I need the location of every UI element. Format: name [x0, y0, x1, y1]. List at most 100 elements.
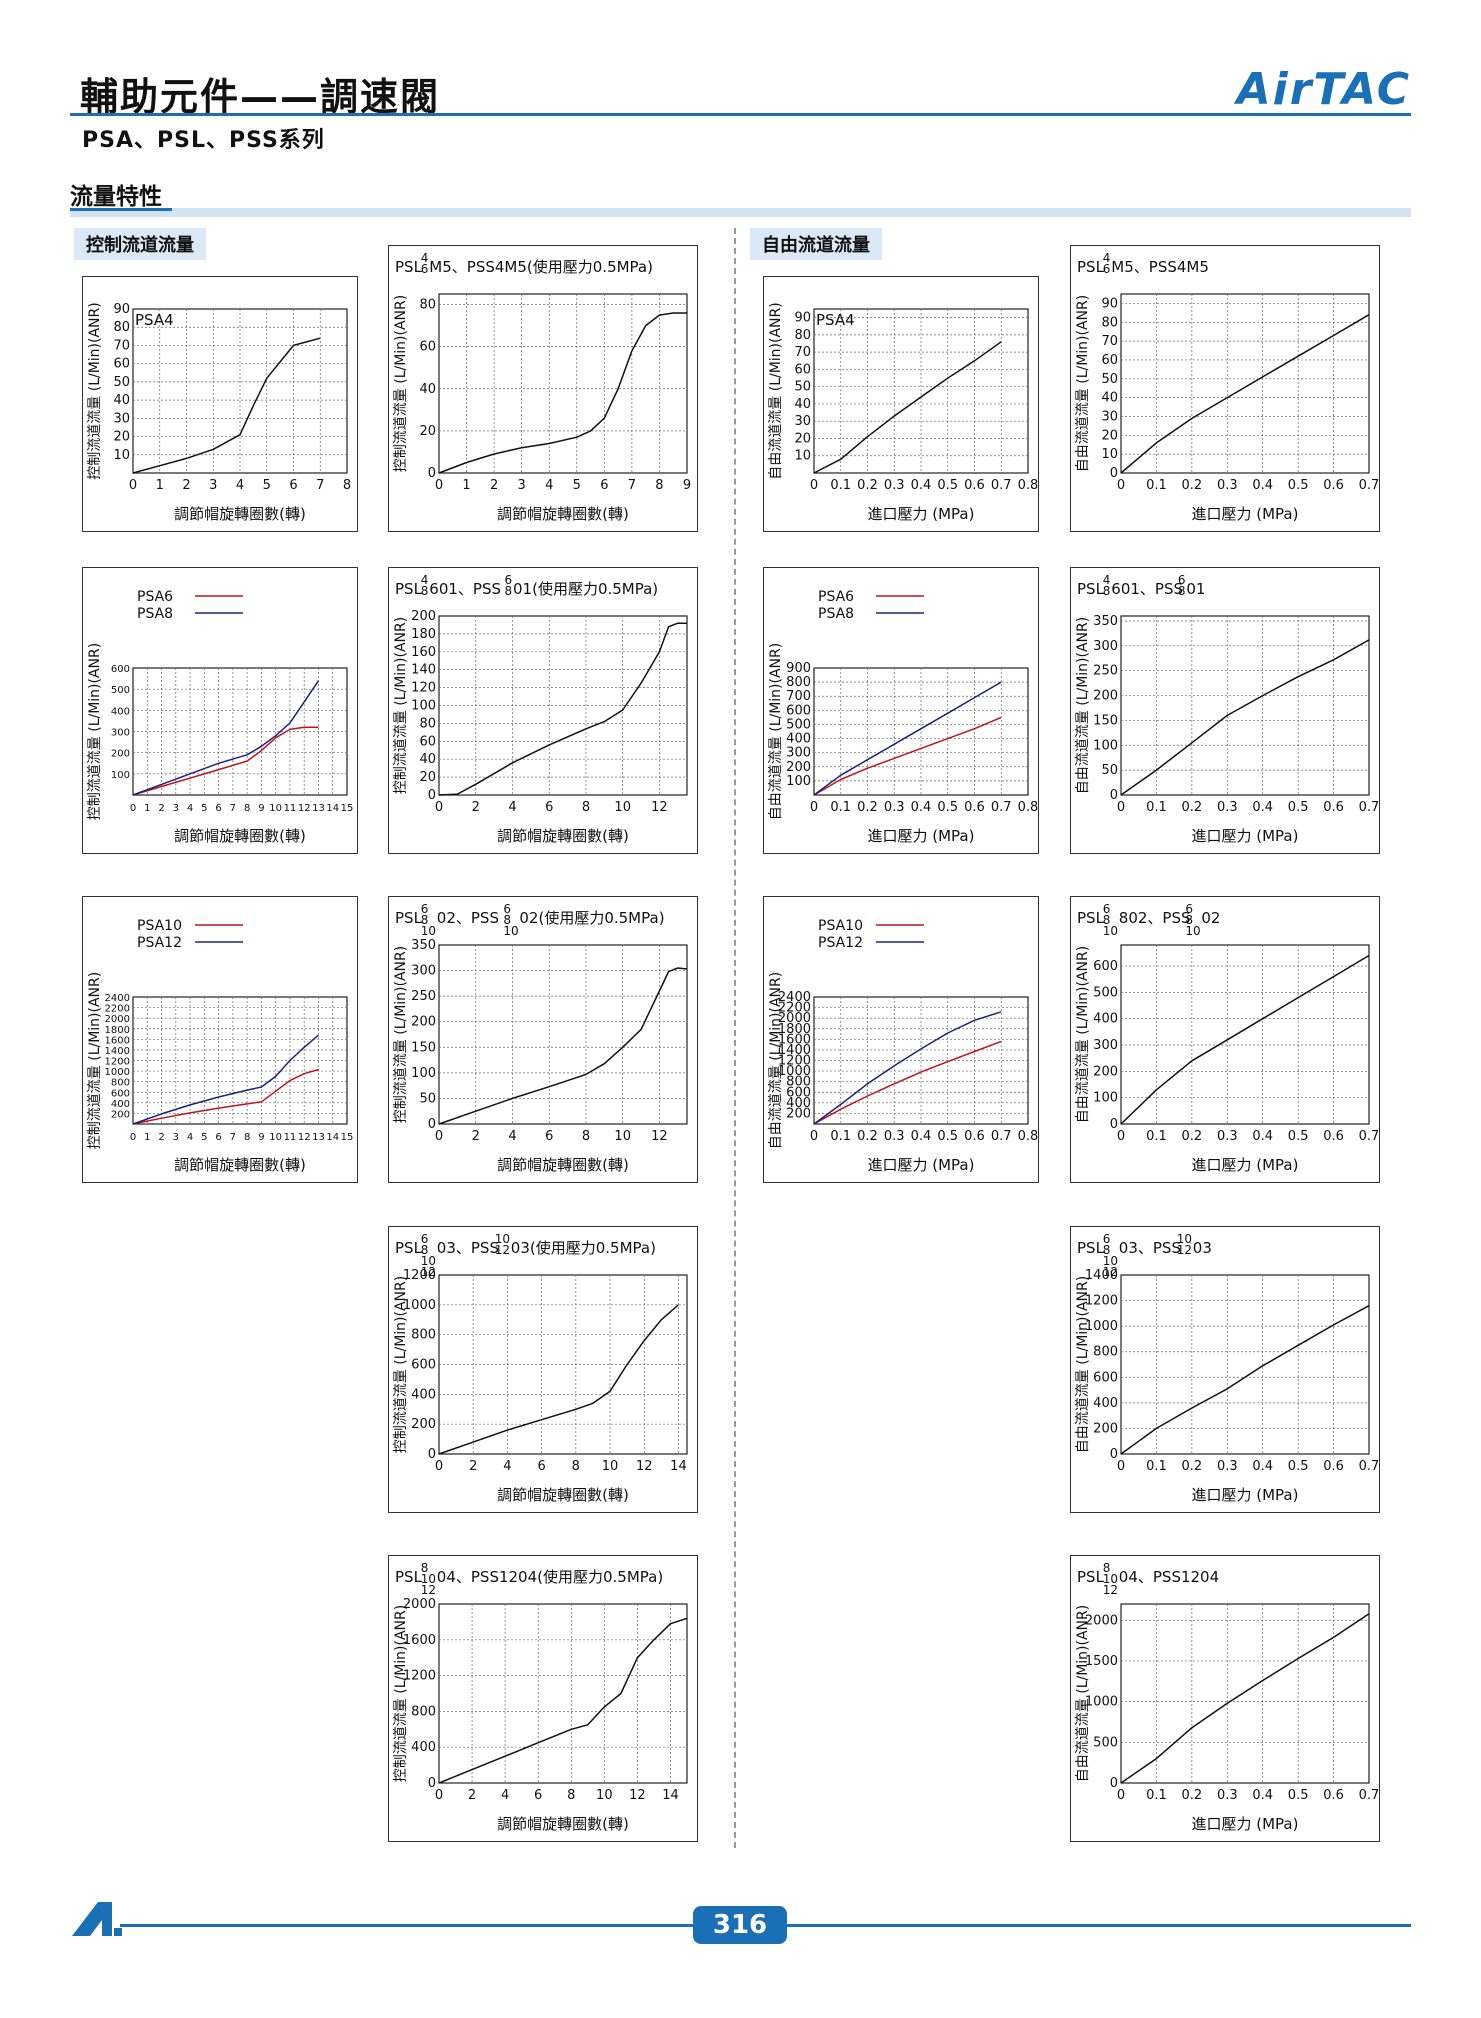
y-tick-label: 200	[1093, 1064, 1118, 1079]
x-tick-label: 0.4	[1252, 1459, 1273, 1474]
title-stacked-size: 6	[1178, 573, 1186, 587]
x-tick-label: 0.5	[937, 800, 958, 815]
y-tick-label: 300	[411, 964, 436, 979]
title-stacked-size: 10	[1177, 1232, 1192, 1246]
x-tick-label: 0.2	[1182, 1129, 1203, 1144]
y-tick-label: 0	[428, 788, 436, 803]
x-tick-label: 4	[508, 1129, 516, 1144]
y-tick-label: 800	[411, 1704, 436, 1719]
title-text: PSL	[395, 1568, 423, 1586]
title-stacked-size: 8	[421, 584, 429, 598]
legend-label: PSA12	[818, 935, 863, 951]
x-tick-label: 0.8	[1018, 1129, 1038, 1144]
title-stacked-size: 12	[421, 1265, 436, 1279]
x-tick-label: 10	[614, 800, 631, 815]
chart-svg: 0 0.1 0.2 0.3 0.4 0.5 0.6 0.7 0.8 100200300400500…	[768, 589, 1038, 845]
y-tick-label: 1600	[105, 1035, 130, 1046]
y-tick-label: 120	[411, 681, 436, 696]
y-tick-label: 160	[411, 645, 436, 660]
series-line	[438, 1617, 688, 1784]
title-stacked-size: 4	[1103, 573, 1111, 587]
x-tick-label: 11	[284, 1132, 297, 1143]
x-tick-label: 6	[545, 1129, 553, 1144]
title-stacked-size: 8	[1103, 1243, 1111, 1257]
x-tick-label: 1	[144, 803, 150, 814]
plot-frame	[438, 1603, 688, 1784]
x-tick-label: 7	[316, 478, 324, 493]
x-tick-label: 0	[1117, 478, 1125, 493]
y-tick-label: 60	[419, 340, 436, 355]
y-axis-label: 控制流道流量 (L/Min)(ANR)	[393, 295, 409, 472]
series-line	[813, 1040, 1002, 1125]
chart-psa4-control: 0 1 2 3 4 5 6 7 8 10 20 30 40 50 60 70 80 90 調節帽旋轉圈數(轉) 控制流…	[82, 276, 358, 532]
airtac-logo: AirTAC	[1236, 64, 1411, 115]
chart-psa4-free: 0 0.1 0.2 0.3 0.4 0.5 0.6 0.7 0.8 10 20 30 40 50 60 70 8…	[763, 276, 1039, 532]
x-tick-label: 0.7	[1359, 478, 1379, 493]
x-tick-label: 5	[573, 478, 581, 493]
chart-psl-803-free: 0 0.1 0.2 0.3 0.4 0.5 0.6 0.7 0 200 400 600 800 1000 1…	[1070, 1226, 1380, 1513]
chart-svg: 0 0.1 0.2 0.3 0.4 0.5 0.6 0.7 0 50 100 150 200 250 300…	[1075, 573, 1379, 845]
title-text: M5、PSS4M5(使用壓力0.5MPa)	[429, 258, 653, 276]
x-axis-label: 調節帽旋轉圈數(轉)	[174, 505, 306, 523]
title-stacked-size: 4	[1103, 251, 1111, 265]
series-line	[132, 726, 319, 796]
y-tick-label: 2000	[778, 1011, 811, 1026]
x-tick-label: 0.6	[1323, 478, 1344, 493]
y-tick-label: 50	[794, 380, 811, 395]
x-tick-label: 0.5	[1288, 800, 1309, 815]
x-tick-label: 0.6	[1323, 1459, 1344, 1474]
y-tick-label: 300	[111, 728, 130, 739]
y-tick-label: 100	[411, 1066, 436, 1081]
series-line	[132, 1034, 319, 1125]
title-stacked-size: 10	[421, 1254, 436, 1268]
x-tick-label: 9	[258, 803, 264, 814]
y-tick-label: 700	[786, 689, 811, 704]
y-tick-label: 20	[794, 431, 811, 446]
title-text: 03(使用壓力0.5MPa)	[511, 1239, 656, 1257]
x-tick-label: 0.3	[884, 478, 905, 493]
x-tick-label: 3	[173, 1132, 179, 1143]
legend-label: PSA10	[137, 918, 182, 934]
y-tick-label: 200	[411, 1015, 436, 1030]
x-tick-label: 0.7	[1359, 1459, 1379, 1474]
y-tick-label: 1600	[403, 1633, 436, 1648]
title-stacked-size: 8	[505, 584, 513, 598]
y-tick-label: 100	[111, 770, 130, 781]
x-tick-label: 0	[435, 800, 443, 815]
y-tick-label: 500	[786, 717, 811, 732]
x-axis-label: 進口壓力 (MPa)	[868, 827, 975, 845]
y-tick-label: 1000	[403, 1298, 436, 1313]
x-tick-label: 2	[472, 1129, 480, 1144]
y-tick-label: 40	[419, 382, 436, 397]
x-tick-label: 1	[156, 478, 164, 493]
title-stacked-size: 8	[1185, 913, 1193, 927]
x-tick-label: 2	[472, 800, 480, 815]
y-tick-label: 1400	[105, 1046, 130, 1057]
title-stacked-size: 6	[505, 573, 513, 587]
y-tick-label: 1400	[1085, 1268, 1118, 1283]
y-tick-label: 250	[411, 989, 436, 1004]
title-stacked-size: 8	[421, 913, 429, 927]
y-tick-label: 2000	[105, 1014, 130, 1025]
x-tick-label: 0.7	[1359, 800, 1379, 815]
title-stacked-size: 10	[503, 924, 518, 938]
x-tick-label: 14	[670, 1459, 687, 1474]
y-tick-label: 400	[786, 732, 811, 747]
chart-svg: 0 2 4 6 8 10 12 140400800120016002000調節帽旋轉圈數(轉)…	[393, 1561, 688, 1833]
title-stacked-size: 12	[1103, 1583, 1118, 1597]
x-tick-label: 0.5	[1288, 1129, 1309, 1144]
chart-svg: 0 0.1 0.2 0.3 0.4 0.5 0.6 0.7010020030040050060…	[1075, 902, 1379, 1174]
x-tick-label: 3	[518, 478, 526, 493]
x-tick-label: 8	[582, 800, 590, 815]
x-tick-label: 14	[662, 1788, 679, 1803]
x-tick-label: 0.8	[1018, 800, 1038, 815]
y-tick-label: 80	[794, 328, 811, 343]
section-rule-accent	[70, 208, 172, 211]
x-tick-label: 1	[462, 478, 470, 493]
title-stacked-size: 8	[1178, 584, 1186, 598]
y-tick-label: 0	[1110, 1447, 1118, 1462]
title-stacked-size: 6	[421, 902, 429, 916]
